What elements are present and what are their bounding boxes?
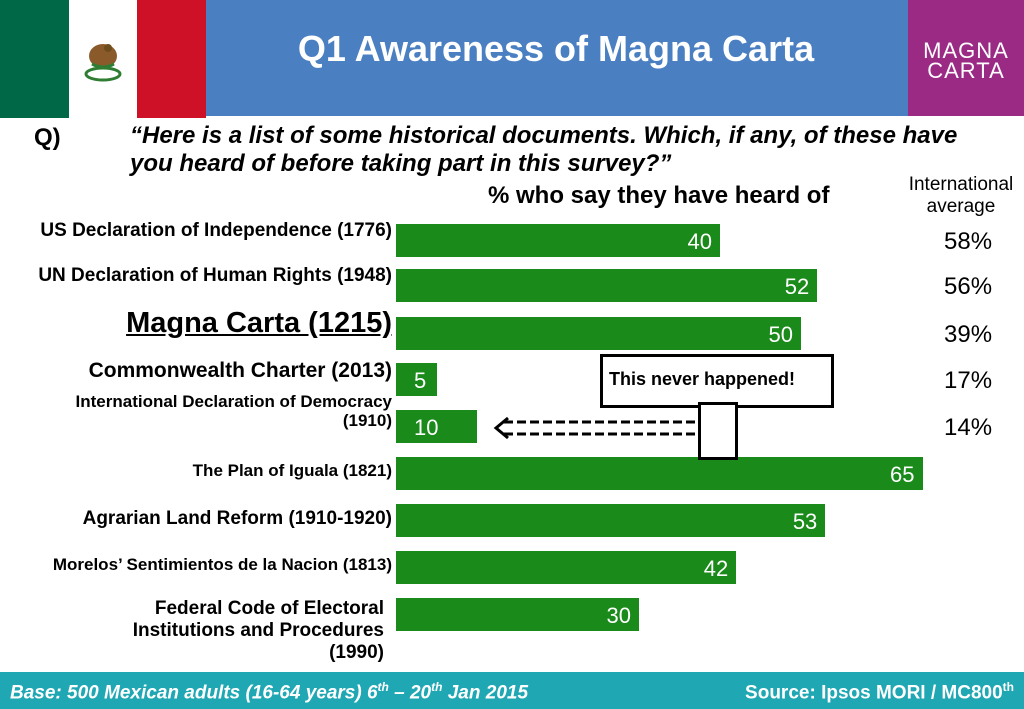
international-average-header: International average [908, 174, 1014, 217]
bar-value-label: 40 [687, 229, 712, 254]
bar: 42 [396, 551, 737, 584]
category-label: The Plan of Iguala (1821) [192, 461, 392, 480]
bar-value-label: 52 [784, 274, 810, 299]
international-average-value: 58% [944, 228, 993, 255]
dashed-arrow [493, 416, 700, 440]
bar: 52 [396, 269, 818, 302]
bar: 65 [396, 457, 923, 490]
bar: 5 [396, 363, 437, 396]
page-title: Q1 Awareness of Magna Carta [297, 28, 815, 69]
callout-box: This never happened! [600, 354, 834, 408]
mexico-flag [0, 0, 207, 118]
bar-value-label: 30 [606, 603, 631, 628]
bar-value-label: 50 [768, 322, 793, 347]
callout-text: This never happened! [609, 369, 796, 389]
category-label: International Declaration of Democracy (… [75, 392, 392, 430]
international-average-value: 39% [944, 321, 993, 348]
base-note: Base: 500 Mexican adults (16-64 years) 6… [10, 680, 529, 704]
source-note: Source: Ipsos MORI / MC800th [745, 680, 1014, 704]
header-band: Q1 Awareness of Magna Carta MAGNA CARTA [0, 0, 1024, 118]
bar: 30 [396, 598, 639, 631]
bar: 50 [396, 317, 801, 350]
category-label: Morelos’ Sentimientos de la Nacion (1813… [52, 555, 392, 574]
question-text: “Here is a list of some historical docum… [130, 122, 958, 177]
bar: 53 [396, 504, 826, 537]
international-average-value: 56% [944, 273, 993, 300]
bar: 40 [396, 224, 720, 257]
category-label: Agrarian Land Reform (1910-1920) [82, 508, 392, 529]
bar-value-label: 65 [890, 462, 915, 487]
international-average-value: 14% [944, 414, 993, 441]
magna-carta-logo: MAGNA CARTA [908, 0, 1024, 116]
category-label: Magna Carta (1215) [126, 307, 392, 339]
measure-label: % who say they have heard of [488, 182, 830, 209]
question-label: Q) [34, 124, 61, 151]
bar-value-label: 5 [414, 368, 427, 393]
callout-stem [698, 402, 738, 460]
international-average-value: 17% [944, 367, 993, 394]
bar-value-label: 42 [703, 556, 729, 581]
category-label: Federal Code of Electoral Institutions a… [132, 598, 384, 663]
eagle-emblem-icon [84, 44, 122, 82]
category-label: Commonwealth Charter (2013) [88, 359, 392, 382]
bar-value-label: 10 [414, 415, 439, 440]
footer-band: Base: 500 Mexican adults (16-64 years) 6… [0, 672, 1024, 709]
bar: 10 [396, 410, 477, 443]
category-label: UN Declaration of Human Rights (1948) [38, 265, 392, 286]
category-label: US Declaration of Independence (1776) [40, 220, 392, 241]
bar-value-label: 53 [792, 509, 818, 534]
